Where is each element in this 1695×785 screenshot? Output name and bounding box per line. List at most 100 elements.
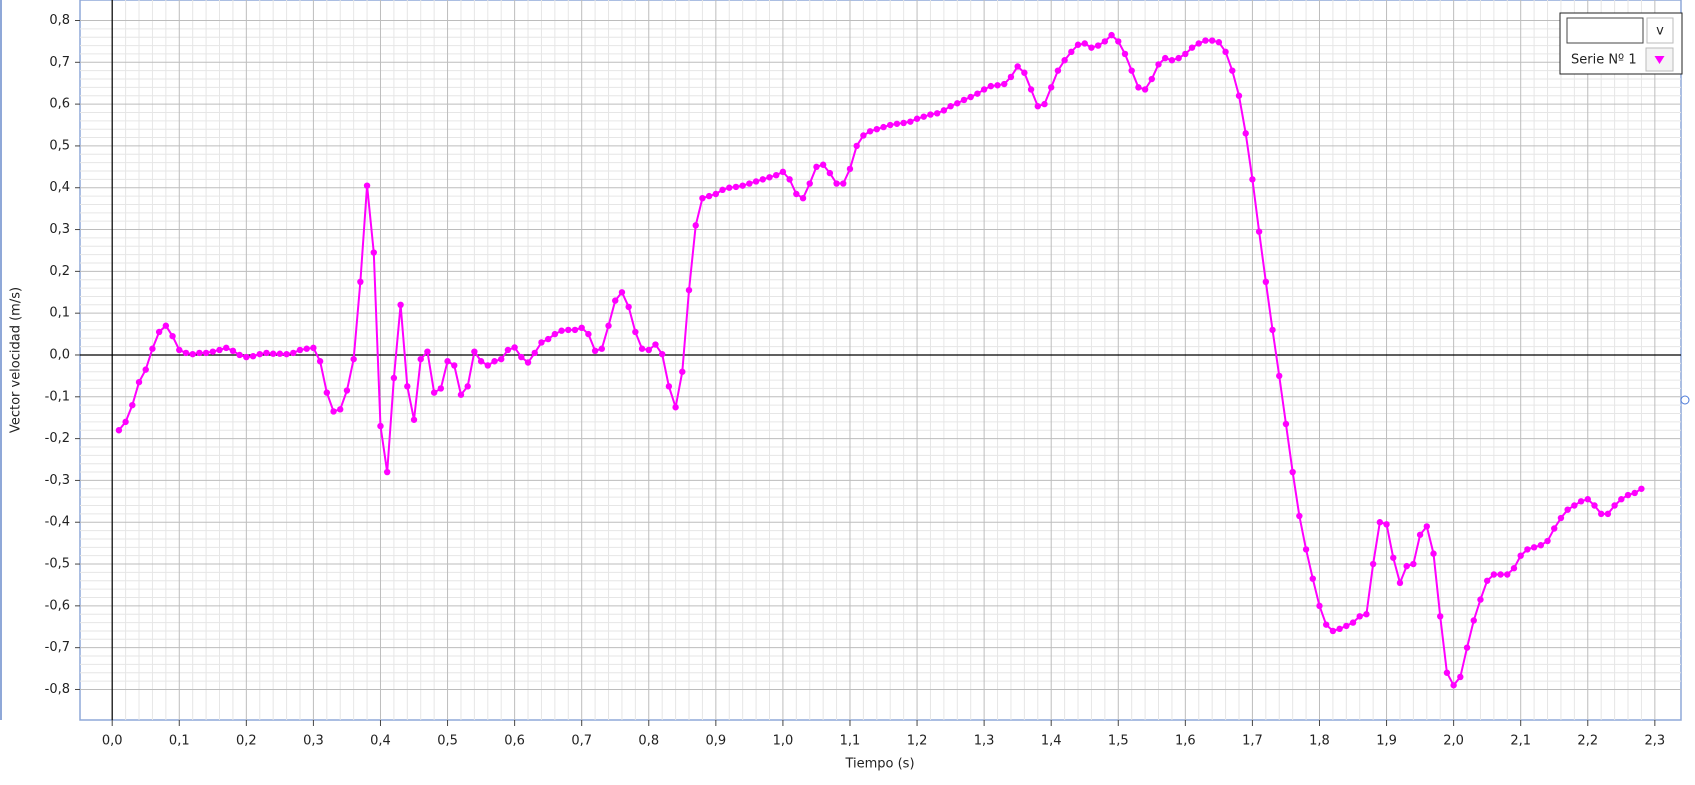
data-point <box>1128 67 1135 74</box>
data-point <box>1262 278 1270 286</box>
data-point <box>1356 613 1363 620</box>
x-tick-label: 1,7 <box>1242 734 1263 749</box>
data-point <box>223 344 230 352</box>
data-point <box>692 222 699 229</box>
data-point <box>699 194 706 202</box>
data-point <box>1618 496 1625 503</box>
data-point <box>1215 39 1223 46</box>
data-point <box>457 391 465 398</box>
y-tick-label: 0,5 <box>49 138 70 153</box>
text-input[interactable] <box>1566 17 1644 44</box>
data-point <box>1376 519 1384 526</box>
data-point <box>236 351 243 359</box>
data-point <box>618 289 626 296</box>
data-point <box>1276 372 1283 380</box>
x-tick-label: 0,3 <box>303 734 324 749</box>
data-point <box>947 103 954 110</box>
data-point <box>1577 498 1585 505</box>
data-point <box>900 119 907 127</box>
data-point <box>612 297 619 304</box>
data-point <box>920 113 927 120</box>
data-point <box>860 132 867 139</box>
data-point <box>1571 502 1578 509</box>
data-point <box>1430 550 1437 557</box>
x-tick-label: 2,2 <box>1577 734 1598 749</box>
y-tick-label: -0,8 <box>45 682 70 697</box>
data-point <box>1101 38 1109 45</box>
x-tick-label: 0,6 <box>504 734 525 749</box>
data-point <box>645 346 652 354</box>
data-point <box>1229 67 1236 74</box>
legend-panel: v Serie Nº 1 <box>1559 12 1683 75</box>
x-tick-label: 0,1 <box>169 734 190 749</box>
y-tick-label: -0,6 <box>45 598 70 613</box>
data-point <box>276 350 284 357</box>
data-point <box>357 278 364 286</box>
data-point <box>337 406 344 413</box>
data-point <box>1504 571 1511 578</box>
data-point <box>994 82 1001 89</box>
data-point <box>732 183 740 191</box>
x-tick-label: 0,8 <box>638 734 659 749</box>
data-point <box>471 348 478 355</box>
data-point <box>1343 622 1350 630</box>
data-point <box>1450 682 1457 689</box>
data-point <box>638 345 646 352</box>
data-point <box>162 322 170 329</box>
data-point <box>1208 37 1216 44</box>
x-tick-label: 1,6 <box>1175 734 1196 749</box>
data-point <box>893 120 901 127</box>
data-point <box>417 355 424 363</box>
data-point <box>773 171 780 179</box>
data-point <box>149 345 156 352</box>
data-point <box>658 350 666 358</box>
x-tick-label: 1,5 <box>1108 734 1129 749</box>
data-point <box>1255 228 1263 235</box>
data-point <box>538 339 545 346</box>
data-point <box>504 346 512 354</box>
data-point <box>343 387 351 394</box>
data-point <box>216 346 223 354</box>
x-tick-label: 1,4 <box>1041 734 1062 749</box>
data-point <box>940 107 948 114</box>
data-point <box>967 93 974 101</box>
data-point <box>1081 40 1088 47</box>
data-point <box>182 349 190 357</box>
data-point <box>1108 31 1115 39</box>
data-point <box>819 161 827 168</box>
y-tick-label: 0,3 <box>49 222 70 237</box>
data-point <box>759 176 766 183</box>
data-point <box>1463 644 1471 651</box>
variable-button[interactable] <box>1646 17 1674 44</box>
plot-area <box>79 0 1682 721</box>
data-point <box>1524 546 1531 553</box>
data-point <box>1517 552 1524 559</box>
data-point <box>296 346 304 354</box>
y-tick-label: 0,4 <box>49 180 70 195</box>
data-point <box>377 422 384 430</box>
resize-handle[interactable] <box>1680 395 1690 405</box>
y-tick-label: -0,4 <box>45 515 70 530</box>
data-point <box>135 378 143 386</box>
data-point <box>1182 50 1189 58</box>
data-point <box>263 349 270 357</box>
x-tick-label: 0,7 <box>571 734 592 749</box>
data-point <box>1282 420 1290 428</box>
x-tick-label: 0,9 <box>705 734 726 749</box>
data-point <box>511 344 518 351</box>
data-point <box>1141 86 1149 93</box>
data-point <box>591 347 599 355</box>
data-point <box>1490 571 1498 578</box>
legend-entry: Serie Nº 1 <box>1571 53 1637 68</box>
x-tick-label: 0,2 <box>236 734 257 749</box>
data-point <box>1410 560 1417 568</box>
series-line <box>118 33 1642 688</box>
y-tick-label: 0,6 <box>49 97 70 112</box>
data-point <box>726 184 733 191</box>
data-point <box>1302 546 1310 553</box>
data-point <box>189 350 196 358</box>
data-point <box>370 249 377 256</box>
data-point <box>1369 560 1377 568</box>
data-point <box>196 349 203 357</box>
